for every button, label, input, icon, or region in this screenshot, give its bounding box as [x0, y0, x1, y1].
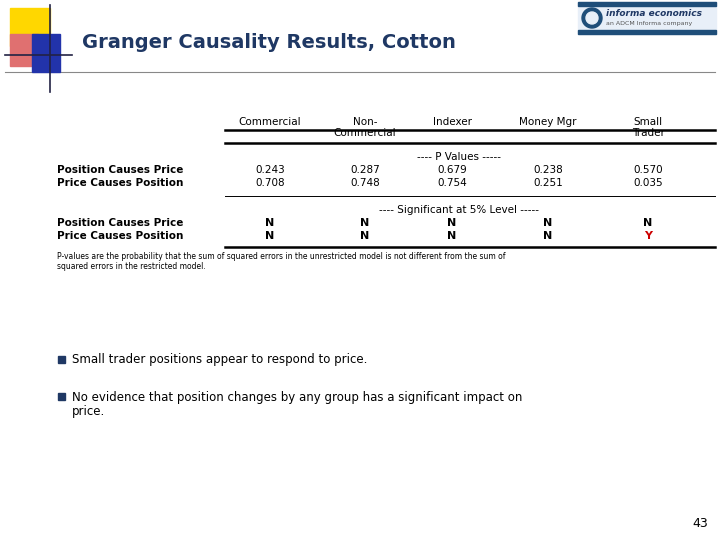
Circle shape [586, 12, 598, 24]
Text: 0.748: 0.748 [350, 178, 380, 188]
Text: 0.679: 0.679 [437, 165, 467, 175]
Bar [10, 34, 38, 66]
Text: N: N [266, 231, 274, 241]
Text: 0.238: 0.238 [533, 165, 563, 175]
Text: Small trader positions appear to respond to price.: Small trader positions appear to respond… [72, 354, 367, 367]
Text: Commercial: Commercial [333, 128, 396, 138]
Text: Position Causes Price: Position Causes Price [57, 165, 184, 175]
Bar [58, 356, 65, 363]
Bar [578, 30, 716, 34]
Text: N: N [361, 218, 369, 228]
Text: 0.570: 0.570 [633, 165, 663, 175]
Text: N: N [361, 231, 369, 241]
Text: 0.754: 0.754 [437, 178, 467, 188]
Text: N: N [644, 218, 652, 228]
Text: 0.287: 0.287 [350, 165, 380, 175]
Text: N: N [447, 231, 456, 241]
Text: Price Causes Position: Price Causes Position [57, 231, 184, 241]
Text: an ADCM Informa company: an ADCM Informa company [606, 21, 692, 25]
Text: Price Causes Position: Price Causes Position [57, 178, 184, 188]
Text: N: N [447, 218, 456, 228]
Text: informa economics: informa economics [606, 9, 702, 17]
Text: 43: 43 [692, 517, 708, 530]
Text: ---- P Values -----: ---- P Values ----- [417, 152, 501, 162]
Circle shape [582, 8, 602, 28]
Text: 0.251: 0.251 [533, 178, 563, 188]
Text: ---- Significant at 5% Level -----: ---- Significant at 5% Level ----- [379, 205, 539, 215]
Text: Commercial: Commercial [239, 117, 301, 127]
Text: Non-: Non- [353, 117, 377, 127]
Text: 0.243: 0.243 [255, 165, 285, 175]
Text: Indexer: Indexer [433, 117, 472, 127]
Text: N: N [544, 218, 553, 228]
Text: Money Mgr: Money Mgr [519, 117, 577, 127]
Text: 0.708: 0.708 [255, 178, 285, 188]
Text: 0.035: 0.035 [633, 178, 663, 188]
Text: price.: price. [72, 404, 105, 417]
Bar [10, 8, 50, 46]
Bar [32, 34, 60, 72]
Text: Granger Causality Results, Cotton: Granger Causality Results, Cotton [82, 33, 456, 52]
Text: Position Causes Price: Position Causes Price [57, 218, 184, 228]
Bar [578, 2, 716, 6]
Text: P-values are the probability that the sum of squared errors in the unrestricted : P-values are the probability that the su… [57, 252, 505, 272]
Bar [58, 393, 65, 400]
Text: No evidence that position changes by any group has a significant impact on: No evidence that position changes by any… [72, 390, 523, 403]
Text: Small: Small [634, 117, 662, 127]
Bar [578, 2, 716, 34]
Text: Trader: Trader [631, 128, 665, 138]
Text: N: N [266, 218, 274, 228]
Text: N: N [544, 231, 553, 241]
Text: Y: Y [644, 231, 652, 241]
